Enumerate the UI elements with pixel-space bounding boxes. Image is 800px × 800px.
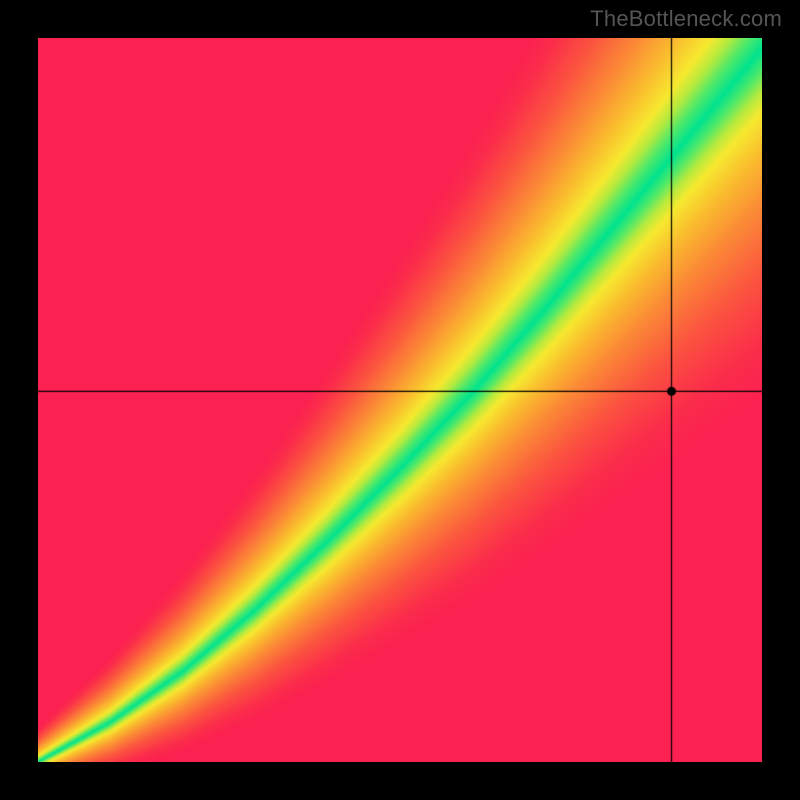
- heatmap-plot: [38, 38, 762, 762]
- attribution-text: TheBottleneck.com: [590, 6, 782, 32]
- chart-container: TheBottleneck.com: [0, 0, 800, 800]
- heatmap-canvas: [38, 38, 762, 762]
